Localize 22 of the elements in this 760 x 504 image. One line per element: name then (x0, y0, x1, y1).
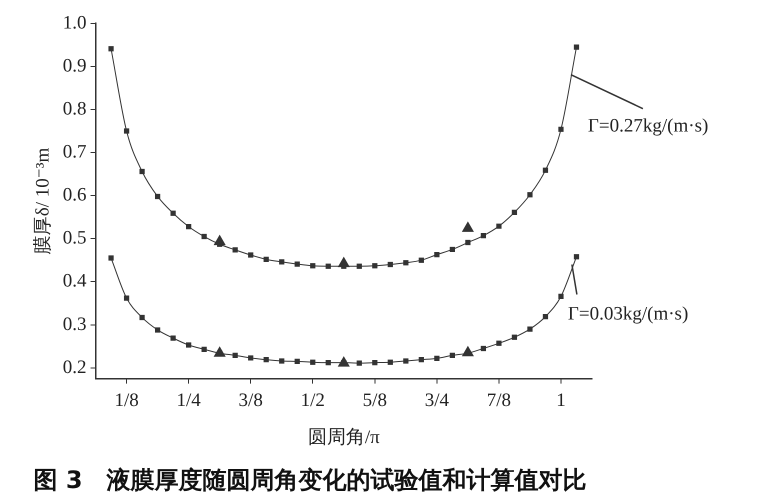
y-tick-label: 0.4 (62, 270, 88, 292)
y-tick-label: 0.7 (62, 142, 87, 163)
x-tick-label: 1 (556, 390, 566, 411)
y-tick-label: 0.3 (62, 314, 87, 335)
y-tick-label: 0.6 (62, 184, 87, 206)
x-tick-label: 1/8 (114, 390, 139, 411)
x-tick-label: 5/8 (362, 390, 387, 411)
y-axis-title: 膜厚δ/ 10⁻³m (32, 148, 54, 254)
y-tick-label: 0.2 (62, 356, 87, 378)
x-tick-label: 7/8 (486, 390, 512, 411)
text: 图 3 液膜厚度随圆周角变化的试验值和计算值对比 (33, 466, 587, 494)
y-tick-label: 1.0 (62, 12, 87, 34)
x-axis-title: 圆周角/π (308, 426, 380, 448)
annotation: Γ=0.03kg/(m·s) (568, 303, 688, 324)
y-tick-label: 0.8 (62, 98, 87, 120)
y-tick-label: 0.9 (62, 55, 87, 76)
x-tick-label: 3/4 (424, 390, 450, 411)
x-tick-label: 1/4 (176, 390, 202, 411)
x-tick-label: 3/8 (238, 390, 263, 411)
x-tick-label: 1/2 (300, 390, 325, 411)
annotation: Γ=0.27kg/(m·s) (588, 116, 708, 137)
y-tick-label: 0.5 (62, 228, 87, 249)
